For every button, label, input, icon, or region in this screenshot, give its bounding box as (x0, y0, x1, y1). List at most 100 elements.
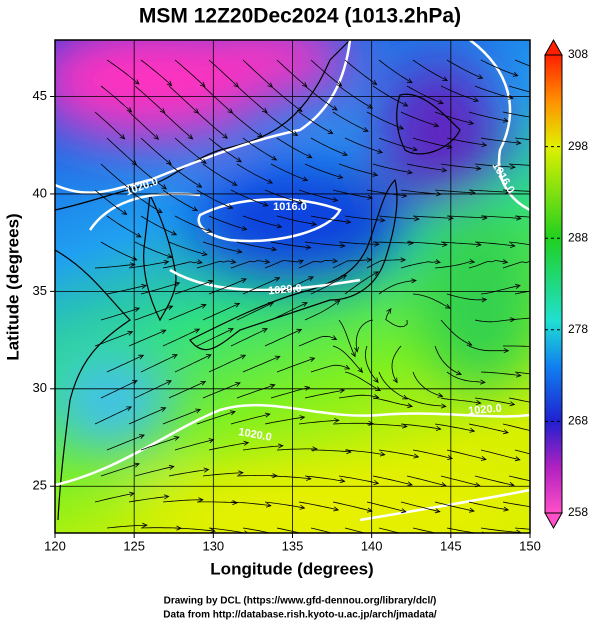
stream-arrow (201, 251, 208, 257)
stream-arrow (515, 372, 522, 378)
stream-arrow (159, 107, 166, 114)
streamline (400, 423, 441, 430)
streamline (264, 501, 305, 509)
stream-arrow (469, 507, 475, 513)
stream-arrow (357, 367, 364, 373)
stream-arrow (373, 377, 379, 383)
stream-arrow (234, 382, 241, 387)
streamline (434, 261, 475, 269)
streamline (338, 163, 378, 176)
streamline (134, 163, 167, 190)
streamline (276, 448, 318, 451)
streamline (310, 364, 350, 373)
y-axis-label: Latitude (degrees) (3, 213, 22, 360)
streamline (168, 381, 206, 399)
stream-arrow (435, 259, 441, 265)
streamline (514, 215, 530, 218)
streamline (446, 215, 487, 219)
streamline (304, 389, 345, 399)
streamline (440, 241, 481, 246)
stream-arrow (163, 259, 170, 265)
streamline (134, 466, 174, 477)
stream-arrow (134, 307, 141, 312)
streamline (230, 189, 268, 207)
streamline (338, 394, 379, 399)
streamline (100, 380, 138, 399)
streamline (106, 285, 147, 295)
temperature-blobs (55, 40, 530, 533)
x-tick-label: 125 (123, 538, 145, 553)
stream-arrow (192, 206, 199, 212)
streamline (264, 259, 304, 269)
stream-arrow (437, 99, 444, 105)
streamline (196, 260, 236, 269)
streamline (202, 85, 233, 114)
streamline (106, 137, 137, 166)
streamline (338, 85, 373, 109)
streamline (400, 501, 440, 513)
stream-arrow (537, 259, 542, 263)
stream-arrow (132, 380, 138, 385)
stream-arrow (167, 305, 174, 311)
stream-arrow (309, 357, 316, 362)
stream-arrow (160, 407, 167, 412)
streamline (202, 163, 237, 186)
stream-arrow (334, 299, 341, 305)
stream-arrow (243, 440, 250, 446)
stream-arrow (166, 380, 172, 385)
stream-arrow (264, 412, 271, 418)
streamline (378, 449, 419, 458)
x-tick-label: 145 (440, 538, 462, 553)
stream-arrow (168, 464, 175, 470)
stream-arrow (514, 456, 521, 462)
streamline (208, 59, 239, 88)
streamline (100, 163, 132, 191)
streamline (276, 59, 308, 88)
stream-arrow (503, 348, 510, 354)
stream-arrow (475, 165, 482, 171)
stream-arrow (435, 425, 442, 431)
streamline (140, 137, 172, 165)
streamline (502, 260, 530, 269)
stream-arrow (271, 246, 278, 252)
streamline (106, 434, 145, 451)
x-tick-label: 135 (282, 538, 304, 553)
stream-arrow (200, 303, 207, 309)
stream-arrow (141, 283, 148, 289)
streamline (440, 397, 481, 404)
streamline (202, 382, 241, 399)
stream-arrow (342, 151, 348, 156)
stream-arrow (377, 148, 384, 154)
streamline (372, 397, 413, 407)
streamline (162, 261, 202, 269)
stream-arrow (171, 230, 178, 236)
streamline (364, 345, 379, 383)
streamline (140, 354, 178, 373)
streamline (304, 300, 340, 321)
stream-arrow (550, 528, 555, 532)
streamline (406, 163, 447, 171)
streamline (94, 263, 135, 269)
stream-arrow (173, 436, 180, 441)
stream-arrow (296, 328, 303, 334)
streamline (236, 475, 278, 477)
streamline (230, 111, 263, 138)
colorbar-tick-label: 298 (568, 139, 588, 153)
stream-arrow (345, 219, 352, 225)
stream-arrow (379, 451, 386, 457)
streamline (474, 475, 514, 486)
streamline (406, 85, 444, 104)
stream-arrow (456, 370, 462, 376)
streamline (434, 111, 474, 124)
streamline (196, 111, 228, 139)
streamline (162, 111, 193, 140)
streamline (468, 111, 508, 122)
streamline (378, 215, 419, 220)
streamline (474, 318, 515, 323)
streamline (508, 397, 530, 403)
stream-arrow (129, 262, 136, 268)
streamline (344, 137, 383, 153)
streamline (514, 527, 530, 530)
streamline (270, 163, 308, 181)
streamline (196, 501, 238, 504)
